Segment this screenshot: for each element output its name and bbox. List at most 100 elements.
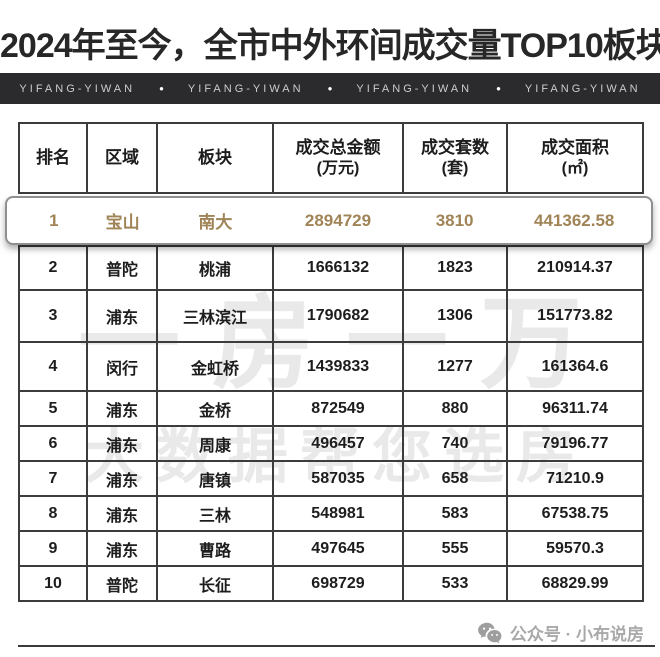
cell-area: 71210.9 [506, 460, 644, 497]
brand-banner: YIFANG-YIWAN ● YIFANG-YIWAN ● YIFANG-YIW… [0, 73, 660, 104]
brand-text: YIFANG-YIWAN [524, 82, 641, 95]
cell-rank: 9 [18, 530, 88, 567]
table-row: 9 浦东 曹路 497645 555 59570.3 [18, 530, 644, 567]
cell-district: 普陀 [86, 565, 158, 602]
cell-rank: 5 [18, 390, 88, 427]
cell-area: 161364.6 [506, 341, 644, 392]
cell-amount: 587035 [272, 460, 404, 497]
cell-block: 三林 [156, 495, 274, 532]
table-row: 4 闵行 金虹桥 1439833 1277 161364.6 [18, 341, 644, 392]
col-header-label: 成交面积 [541, 137, 609, 157]
wechat-account-text: 公众号 · 小布说房 [509, 625, 644, 644]
cell-block: 金桥 [156, 390, 274, 427]
cell-area: 79196.77 [506, 425, 644, 462]
cell-units: 533 [402, 565, 508, 602]
col-header-unit: (㎡) [561, 159, 589, 177]
cell-block: 金虹桥 [156, 341, 274, 392]
col-header-area: 成交面积 (㎡) [506, 122, 644, 194]
cell-rank: 1 [49, 210, 59, 230]
cell-rank: 7 [18, 460, 88, 497]
cell-area: 68829.99 [506, 565, 644, 602]
cell-amount: 872549 [272, 390, 404, 427]
col-header-unit: (万元) [316, 159, 360, 177]
cell-district: 浦东 [86, 390, 158, 427]
cell-rank: 2 [18, 245, 88, 291]
cell-units: 583 [402, 495, 508, 532]
cell-amount: 2894729 [304, 210, 372, 230]
table-row: 3 浦东 三林滨江 1790682 1306 151773.82 [18, 289, 644, 343]
cell-area: 67538.75 [506, 495, 644, 532]
cell-amount: 1439833 [272, 341, 404, 392]
brand-text: YIFANG-YIWAN [356, 82, 473, 95]
cell-units: 3810 [435, 210, 474, 230]
table-row: 2 普陀 桃浦 1666132 1823 210914.37 [18, 245, 644, 291]
page-title: 2024年至今，全市中外环间成交量TOP10板块 [0, 27, 660, 65]
col-header-label: 成交总金额 [295, 137, 381, 157]
cell-rank: 4 [18, 341, 88, 392]
col-header-unit: (套) [441, 159, 469, 177]
col-header-label: 板块 [198, 147, 232, 167]
cell-block: 曹路 [156, 530, 274, 567]
cell-district: 浦东 [86, 425, 158, 462]
cell-district: 浦东 [86, 460, 158, 497]
cell-amount: 1666132 [272, 245, 404, 291]
col-header-label: 区域 [105, 147, 139, 167]
cell-rank: 8 [18, 495, 88, 532]
cell-area: 151773.82 [506, 289, 644, 343]
cell-units: 740 [402, 425, 508, 462]
cell-rank: 6 [18, 425, 88, 462]
cell-district: 闵行 [86, 341, 158, 392]
cell-area: 210914.37 [506, 245, 644, 291]
col-header-units: 成交套数 (套) [402, 122, 508, 194]
cell-rank: 3 [18, 289, 88, 343]
cell-units: 1306 [402, 289, 508, 343]
col-header-label: 排名 [36, 147, 70, 167]
cell-block: 长征 [156, 565, 274, 602]
cell-block: 唐镇 [156, 460, 274, 497]
cell-amount: 497645 [272, 530, 404, 567]
cell-block: 周康 [156, 425, 274, 462]
cell-area: 59570.3 [506, 530, 644, 567]
wechat-icon [477, 622, 502, 643]
cell-district: 普陀 [86, 245, 158, 291]
cell-units: 1277 [402, 341, 508, 392]
bullet-separator-icon: ● [159, 83, 164, 93]
cell-block: 南大 [198, 213, 233, 232]
wechat-account-watermark: 公众号 · 小布说房 [477, 620, 644, 645]
cell-district: 宝山 [105, 213, 140, 232]
cell-area: 441362.58 [534, 210, 615, 230]
col-header-label: 成交套数 [421, 137, 489, 157]
cell-district: 浦东 [86, 530, 158, 567]
cell-units: 555 [402, 530, 508, 567]
cell-district: 浦东 [86, 289, 158, 343]
table-header-row: 排名 区域 板块 成交总金额 (万元) 成交套数 (套) 成交面积 (㎡) [18, 122, 644, 194]
table-row: 8 浦东 三林 548981 583 67538.75 [18, 495, 644, 532]
cell-amount: 496457 [272, 425, 404, 462]
col-header-block: 板块 [156, 122, 274, 194]
bullet-separator-icon: ● [327, 83, 333, 93]
cell-block: 桃浦 [156, 245, 274, 291]
table-row: 7 浦东 唐镇 587035 658 71210.9 [18, 460, 644, 497]
cell-amount: 1790682 [272, 289, 404, 343]
top10-table: 排名 区域 板块 成交总金额 (万元) 成交套数 (套) 成交面积 (㎡) 2 普陀 桃浦… [18, 122, 644, 602]
cell-block: 三林滨江 [156, 289, 274, 343]
brand-text: YIFANG-YIWAN [19, 82, 136, 95]
brand-text: YIFANG-YIWAN [187, 82, 304, 95]
table-row: 10 普陀 长征 698729 533 68829.99 [18, 565, 644, 602]
cell-district: 浦东 [86, 495, 158, 532]
col-header-district: 区域 [86, 122, 158, 194]
cell-amount: 548981 [272, 495, 404, 532]
cell-units: 1823 [402, 245, 508, 291]
table-row: 5 浦东 金桥 872549 880 96311.74 [18, 390, 644, 427]
col-header-amount: 成交总金额 (万元) [272, 122, 404, 194]
cell-units: 880 [402, 390, 508, 427]
cell-area: 96311.74 [506, 390, 644, 427]
cell-units: 658 [402, 460, 508, 497]
cell-rank: 10 [18, 565, 88, 602]
bullet-separator-icon: ● [496, 83, 501, 93]
cell-amount: 698729 [272, 565, 404, 602]
col-header-rank: 排名 [18, 122, 88, 194]
table-row: 6 浦东 周康 496457 740 79196.77 [18, 425, 644, 462]
rank1-highlight-card: 1 宝山 南大 2894729 3810 441362.58 [5, 196, 653, 245]
